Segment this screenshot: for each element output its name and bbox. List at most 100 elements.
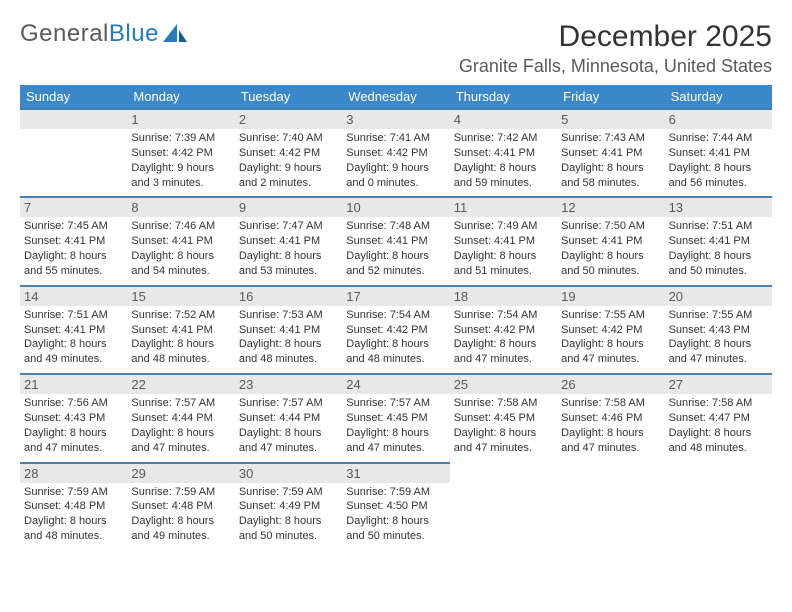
cell-line: Sunset: 4:42 PM	[454, 323, 553, 338]
cell-line: Sunset: 4:41 PM	[346, 234, 445, 249]
cell-line: and 47 minutes.	[346, 441, 445, 456]
cell-line: Sunset: 4:41 PM	[561, 146, 660, 161]
cell-line: Sunrise: 7:59 AM	[346, 485, 445, 500]
day-number: 21	[20, 375, 127, 394]
cell-line: Sunset: 4:41 PM	[669, 234, 768, 249]
cell-line: Daylight: 8 hours	[669, 337, 768, 352]
cell-line: Sunset: 4:41 PM	[131, 234, 230, 249]
day-number: 23	[235, 375, 342, 394]
calendar-cell: 29Sunrise: 7:59 AMSunset: 4:48 PMDayligh…	[127, 462, 234, 550]
cell-line: Sunset: 4:41 PM	[454, 234, 553, 249]
day-number: 11	[450, 198, 557, 217]
cell-line: Sunset: 4:41 PM	[24, 234, 123, 249]
cell-line: and 47 minutes.	[131, 441, 230, 456]
cell-line: Daylight: 8 hours	[454, 426, 553, 441]
cell-line: Daylight: 9 hours	[131, 161, 230, 176]
calendar-cell: 14Sunrise: 7:51 AMSunset: 4:41 PMDayligh…	[20, 285, 127, 373]
calendar-cell: 28 Sunrise: 7:59 AMSunset: 4:48 PMDayligh…	[20, 462, 127, 550]
cell-line: Sunrise: 7:57 AM	[239, 396, 338, 411]
cell-line: Daylight: 8 hours	[561, 337, 660, 352]
cell-line: and 48 minutes.	[669, 441, 768, 456]
day-header: Thursday	[450, 85, 557, 108]
cell-line: Sunset: 4:44 PM	[131, 411, 230, 426]
cell-line: and 47 minutes.	[454, 352, 553, 367]
cell-line: Daylight: 8 hours	[131, 249, 230, 264]
day-header: Monday	[127, 85, 234, 108]
cell-line: Daylight: 8 hours	[24, 426, 123, 441]
day-number: 7	[20, 198, 127, 217]
calendar-cell: 5Sunrise: 7:43 AMSunset: 4:41 PMDaylight…	[557, 108, 664, 196]
cell-line: Sunrise: 7:50 AM	[561, 219, 660, 234]
calendar-cell: 10Sunrise: 7:48 AMSunset: 4:41 PMDayligh…	[342, 196, 449, 284]
calendar-cell: 9Sunrise: 7:47 AMSunset: 4:41 PMDaylight…	[235, 196, 342, 284]
cell-line: Sunrise: 7:59 AM	[24, 485, 123, 500]
cell-line: and 58 minutes.	[561, 176, 660, 191]
logo-text-1: General	[20, 20, 109, 48]
cell-line: Sunset: 4:48 PM	[24, 499, 123, 514]
calendar-cell: 4Sunrise: 7:42 AMSunset: 4:41 PMDaylight…	[450, 108, 557, 196]
cell-line: Sunset: 4:41 PM	[454, 146, 553, 161]
cell-line: Sunrise: 7:49 AM	[454, 219, 553, 234]
cell-line: Daylight: 8 hours	[454, 161, 553, 176]
calendar-cell: 17Sunrise: 7:54 AMSunset: 4:42 PMDayligh…	[342, 285, 449, 373]
cell-line: Daylight: 8 hours	[239, 337, 338, 352]
cell-line: Sunset: 4:43 PM	[24, 411, 123, 426]
day-number: 16	[235, 287, 342, 306]
cell-line: Sunset: 4:45 PM	[346, 411, 445, 426]
day-header: Tuesday	[235, 85, 342, 108]
cell-line: Sunset: 4:41 PM	[239, 234, 338, 249]
calendar-cell: 1Sunrise: 7:39 AMSunset: 4:42 PMDaylight…	[127, 108, 234, 196]
cell-line: and 54 minutes.	[131, 264, 230, 279]
day-number: 10	[342, 198, 449, 217]
cell-line: and 2 minutes.	[239, 176, 338, 191]
cell-line: and 50 minutes.	[669, 264, 768, 279]
day-number: 20	[665, 287, 772, 306]
cell-line: and 55 minutes.	[24, 264, 123, 279]
cell-line: and 50 minutes.	[561, 264, 660, 279]
cell-line: Sunrise: 7:55 AM	[561, 308, 660, 323]
calendar-cell: 26Sunrise: 7:58 AMSunset: 4:46 PMDayligh…	[557, 373, 664, 461]
cell-line: Sunset: 4:41 PM	[239, 323, 338, 338]
cell-line: Sunrise: 7:45 AM	[24, 219, 123, 234]
day-number: 3	[342, 110, 449, 129]
cell-line: Sunset: 4:41 PM	[561, 234, 660, 249]
cell-line: Daylight: 8 hours	[131, 426, 230, 441]
day-number: 26	[557, 375, 664, 394]
day-number: 24	[342, 375, 449, 394]
cell-line: Daylight: 8 hours	[24, 337, 123, 352]
cell-line: Daylight: 8 hours	[239, 249, 338, 264]
cell-line: Sunrise: 7:58 AM	[669, 396, 768, 411]
cell-line: and 56 minutes.	[669, 176, 768, 191]
cell-line: Daylight: 8 hours	[131, 337, 230, 352]
cell-line: Daylight: 8 hours	[24, 514, 123, 529]
cell-line: Sunset: 4:43 PM	[669, 323, 768, 338]
cell-line: Sunset: 4:42 PM	[239, 146, 338, 161]
cell-line: Daylight: 8 hours	[454, 337, 553, 352]
cell-line: Sunrise: 7:39 AM	[131, 131, 230, 146]
cell-line: Sunset: 4:49 PM	[239, 499, 338, 514]
day-number: 29	[127, 464, 234, 483]
cell-line: and 52 minutes.	[346, 264, 445, 279]
day-number: 19	[557, 287, 664, 306]
cell-line: Sunset: 4:45 PM	[454, 411, 553, 426]
cell-line: Daylight: 8 hours	[669, 426, 768, 441]
day-header: Wednesday	[342, 85, 449, 108]
cell-line: Sunset: 4:42 PM	[346, 323, 445, 338]
calendar: Sunday Monday Tuesday Wednesday Thursday…	[20, 85, 772, 550]
day-number: 28	[20, 464, 127, 483]
cell-line: Daylight: 8 hours	[346, 514, 445, 529]
day-number: 9	[235, 198, 342, 217]
cell-line: Sunset: 4:44 PM	[239, 411, 338, 426]
day-number: 2	[235, 110, 342, 129]
day-header: Saturday	[665, 85, 772, 108]
cell-line: Daylight: 8 hours	[346, 426, 445, 441]
cell-line: Sunrise: 7:56 AM	[24, 396, 123, 411]
cell-line: and 0 minutes.	[346, 176, 445, 191]
cell-line: and 51 minutes.	[454, 264, 553, 279]
calendar-cell: 3Sunrise: 7:41 AMSunset: 4:42 PMDaylight…	[342, 108, 449, 196]
cell-line: Sunset: 4:41 PM	[669, 146, 768, 161]
day-number: 12	[557, 198, 664, 217]
cell-line: and 50 minutes.	[346, 529, 445, 544]
cell-line: and 47 minutes.	[669, 352, 768, 367]
calendar-cell: 30Sunrise: 7:59 AMSunset: 4:49 PMDayligh…	[235, 462, 342, 550]
